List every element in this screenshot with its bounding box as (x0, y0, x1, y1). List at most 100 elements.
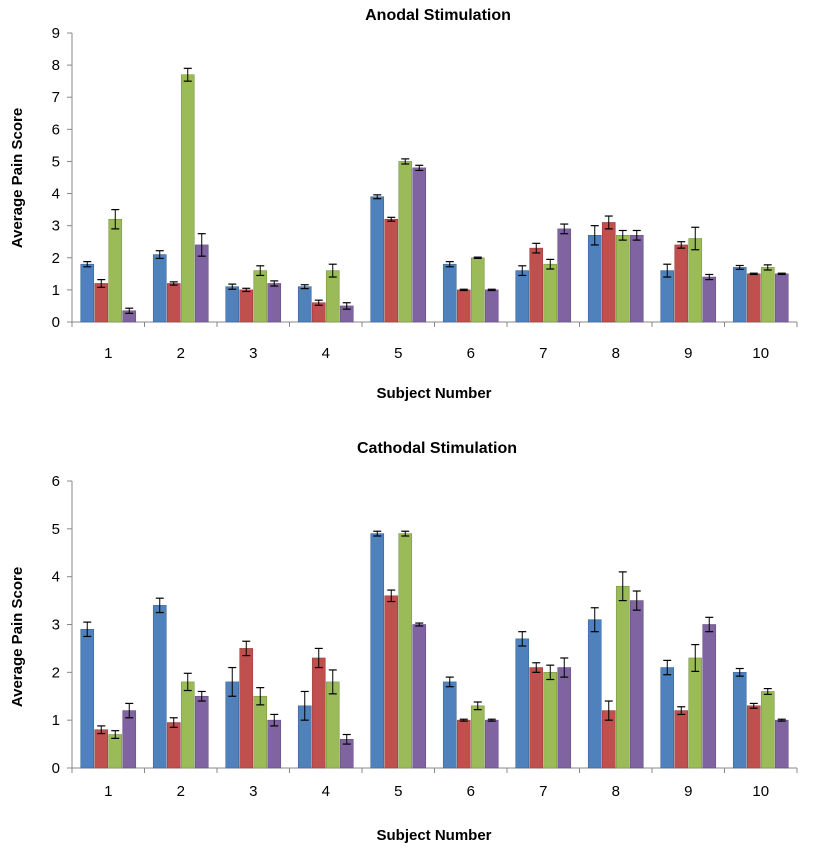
cathodal-error-bar-series4-subject8 (632, 590, 641, 611)
cathodal-bar-series4-subject7 (557, 667, 572, 769)
cathodal-bar-series3-subject2 (180, 681, 195, 769)
anodal-bar-series2-subject9 (674, 244, 689, 323)
anodal-error-bar-series4-subject5 (415, 164, 424, 172)
cathodal-error-bar-series3-subject1 (111, 730, 120, 739)
anodal-bar-series4-subject5 (412, 167, 427, 323)
cathodal-y-tick-label: 2 (52, 664, 60, 681)
anodal-y-tick-label: 0 (52, 314, 60, 331)
cathodal-error-bar-series3-subject5 (401, 530, 410, 537)
anodal-error-bar-series1-subject8 (590, 225, 599, 246)
anodal-x-tick-label: 9 (684, 345, 692, 362)
cathodal-error-bar-series3-subject9 (691, 643, 700, 672)
anodal-x-axis-label: Subject Number (376, 385, 491, 402)
anodal-y-tick-label: 6 (52, 121, 60, 138)
cathodal-chart: Cathodal Stimulation Average Pain Score … (9, 440, 798, 844)
anodal-bar-series1-subject4 (297, 286, 312, 323)
cathodal-x-tick-label: 9 (684, 783, 692, 800)
cathodal-error-bar-series2-subject2 (169, 717, 178, 728)
cathodal-error-bar-series1-subject7 (518, 631, 527, 647)
anodal-error-bar-series4-subject3 (270, 280, 279, 287)
anodal-y-tick-label: 5 (52, 153, 60, 170)
cathodal-error-bar-series1-subject5 (373, 530, 382, 537)
cathodal-bar-series4-subject6 (484, 719, 499, 769)
anodal-error-bar-series2-subject6 (459, 288, 468, 292)
cathodal-bar-series2-subject2 (166, 722, 181, 769)
cathodal-bar-series2-subject6 (456, 719, 471, 769)
cathodal-error-bar-series2-subject3 (242, 640, 251, 657)
cathodal-bar-series4-subject9 (702, 624, 717, 769)
anodal-error-bar-series3-subject7 (546, 258, 555, 270)
anodal-error-bar-series2-subject9 (677, 241, 686, 249)
anodal-error-bar-series4-subject8 (632, 229, 641, 241)
anodal-error-bar-series2-subject1 (97, 279, 106, 288)
anodal-error-bar-series4-subject7 (560, 223, 569, 235)
cathodal-bar-series1-subject10 (732, 672, 747, 769)
anodal-y-tick-label: 8 (52, 57, 60, 74)
anodal-error-bar-series3-subject5 (401, 158, 410, 165)
cathodal-error-bar-series2-subject8 (604, 700, 613, 721)
anodal-y-tick-label: 9 (52, 25, 60, 42)
cathodal-bar-series3-subject3 (253, 695, 268, 769)
anodal-chart-title: Anodal Stimulation (365, 7, 511, 24)
anodal-x-tick-label: 7 (539, 345, 547, 362)
anodal-bar-series2-subject5 (384, 218, 399, 323)
cathodal-bar-series4-subject8 (629, 600, 644, 769)
anodal-x-tick-label: 1 (104, 345, 112, 362)
cathodal-error-bar-series3-subject10 (763, 687, 772, 695)
anodal-error-bar-series1-subject10 (735, 264, 744, 270)
anodal-error-bar-series4-subject1 (125, 307, 134, 314)
anodal-error-bar-series1-subject5 (373, 194, 382, 200)
anodal-error-bar-series1-subject1 (83, 261, 92, 268)
anodal-bar-series4-subject7 (557, 228, 572, 323)
cathodal-x-tick-label: 2 (177, 783, 185, 800)
anodal-bar-series4-subject3 (267, 283, 282, 323)
cathodal-error-bar-series4-subject9 (705, 616, 714, 633)
cathodal-error-bar-series3-subject7 (546, 664, 555, 681)
anodal-bar-series2-subject6 (456, 289, 471, 323)
cathodal-error-bar-series1-subject3 (228, 666, 237, 697)
cathodal-error-bar-series3-subject2 (183, 672, 192, 692)
cathodal-x-axis-label: Subject Number (376, 827, 491, 844)
anodal-bar-series1-subject5 (370, 196, 385, 323)
anodal-bar-series1-subject3 (225, 286, 240, 323)
cathodal-x-tick-label: 8 (612, 783, 620, 800)
cathodal-bar-series3-subject4 (325, 681, 340, 769)
cathodal-chart-title: Cathodal Stimulation (357, 440, 517, 457)
anodal-bar-series4-subject6 (484, 289, 499, 323)
cathodal-bar-series1-subject1 (80, 628, 95, 769)
cathodal-x-tick-label: 10 (752, 783, 769, 800)
cathodal-error-bar-series4-subject4 (342, 733, 351, 745)
cathodal-bar-series3-subject6 (470, 705, 485, 769)
cathodal-bar-series2-subject5 (384, 595, 399, 769)
anodal-y-tick-label: 1 (52, 282, 60, 299)
cathodal-error-bar-series3-subject3 (256, 687, 265, 706)
anodal-bar-series1-subject7 (515, 270, 530, 323)
anodal-x-tick-label: 10 (752, 345, 769, 362)
cathodal-bar-series4-subject2 (194, 695, 209, 769)
anodal-bar-series1-subject6 (442, 263, 457, 323)
anodal-error-bar-series1-subject2 (155, 250, 164, 260)
anodal-error-bar-series4-subject2 (197, 233, 206, 257)
cathodal-y-tick-label: 1 (52, 712, 60, 729)
anodal-bar-series1-subject8 (587, 235, 602, 323)
cathodal-bar-series3-subject5 (398, 533, 413, 769)
cathodal-y-tick-label: 5 (52, 521, 60, 538)
anodal-bar-series2-subject3 (239, 289, 254, 323)
anodal-error-bar-series1-subject3 (228, 283, 237, 290)
anodal-error-bar-series2-subject7 (532, 242, 541, 254)
cathodal-y-axis-label: Average Pain Score (9, 567, 26, 707)
anodal-x-tick-label: 3 (249, 345, 257, 362)
cathodal-bar-series3-subject7 (543, 672, 558, 769)
cathodal-bar-series3-subject8 (615, 585, 630, 769)
cathodal-bar-series2-subject9 (674, 710, 689, 769)
cathodal-error-bar-series3-subject6 (473, 701, 482, 711)
anodal-plot-area: 0 1 2 3 4 5 6 7 8 9 1 2 3 4 5 6 7 8 9 10 (52, 25, 798, 362)
cathodal-bar-series3-subject9 (688, 657, 703, 769)
anodal-error-bar-series2-subject8 (604, 215, 613, 230)
anodal-error-bar-series2-subject2 (169, 281, 178, 286)
cathodal-bar-series2-subject7 (529, 667, 544, 769)
anodal-error-bar-series3-subject1 (111, 209, 120, 230)
anodal-chart: Anodal Stimulation Average Pain Score Su… (9, 7, 798, 402)
anodal-x-tick-label: 4 (322, 345, 330, 362)
